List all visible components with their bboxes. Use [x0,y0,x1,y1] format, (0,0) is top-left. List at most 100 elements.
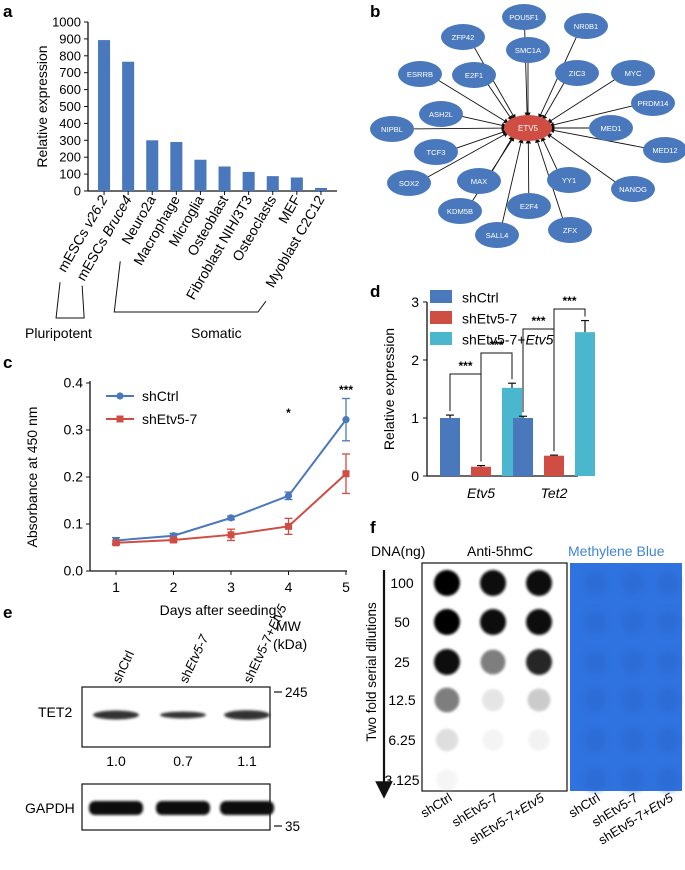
x-tick-label-tet2: Tet2 [541,485,568,501]
dot-methylene-blue [656,728,680,752]
legend-label: shEtv5-7 [142,411,197,427]
legend-swatch [430,311,452,324]
legend-marker-circle [116,392,123,399]
band-gapdh [220,801,274,815]
node-label-zic3: ZIC3 [569,69,585,78]
ratio-label: 1.0 [106,753,126,769]
dot-5hmc [436,769,457,790]
node-label-max: MAX [471,177,487,186]
stain-label-anti-5hmc: Anti-5hmC [467,543,533,559]
lane-label-italic: Etv5 [646,789,677,816]
node-label-med1: MED1 [600,124,621,133]
bar-osteoblast [219,166,231,191]
dot-5hmc [481,650,506,675]
point-shetv5-7 [113,539,120,546]
node-label-e2f4: E2F4 [520,202,538,211]
dna-amount-label: 6.25 [388,732,415,748]
y-axis-title: Relative expression [381,328,397,450]
y-tick-label: 0.2 [64,469,84,485]
significance-star: *** [339,383,353,397]
node-label-sall4: SALL4 [486,231,509,240]
series-line-0 [116,420,346,541]
dna-amount-label: 3.125 [384,772,419,788]
y-tick-label: 0.0 [64,563,84,579]
bar-etv5-series1 [471,467,491,476]
protein-label-tet2: TET2 [38,704,72,720]
dot-5hmc [480,570,506,596]
legend-label: shEtv5-7 [462,311,517,327]
sig-bracket-tet2-b-stars: *** [562,294,576,308]
lane-label-plain: shCtrl [109,648,137,685]
dot-5hmc [434,609,460,635]
x-axis-title: Days after seeding [160,602,277,618]
lane-label: shEtv5-7 [176,632,212,686]
dot-methylene-blue [583,728,607,752]
y-tick-label: 400 [59,116,81,131]
sig-bracket-etv5-a-stars: *** [458,359,472,373]
dot-5hmc [526,649,552,675]
node-label-smc1a: SMC1A [515,46,542,55]
band-tet2 [93,711,139,720]
dot-5hmc [435,688,460,713]
dot-methylene-blue [583,650,607,674]
band-gapdh [89,801,143,815]
node-label-sox2: SOX2 [399,179,419,188]
point-shctrl [285,492,292,499]
dna-label: DNA(ng) [371,543,425,559]
band-gapdh [156,801,210,815]
dot-methylene-blue [656,768,680,792]
node-label-nr0b1: NR0B1 [574,22,598,31]
dot-methylene-blue [583,768,607,792]
marker-label-245: 245 [285,685,308,700]
y-tick-label: 1 [411,410,419,426]
dot-5hmc [482,729,503,750]
legend-label-italic: Etv5 [525,332,553,348]
dot-methylene-blue [621,610,645,634]
dot-methylene-blue [583,688,607,712]
dilution-label: Two fold serial dilutions [364,602,379,742]
panel-label-d: d [370,282,380,301]
legend-swatch [430,332,452,345]
bar-tet2-series1 [544,456,564,476]
legend-label: shEtv5-7+Etv5 [462,332,554,348]
bar-macrophage [170,142,182,191]
band-tet2 [224,710,270,719]
bar-neuro2a [146,140,158,191]
ratio-label: 0.7 [173,753,193,769]
x-tick-label: 4 [285,579,293,595]
bar-fibroblast-nih-3t3 [243,172,255,191]
bar-microglia [194,160,206,191]
dna-amount-label: 50 [394,614,410,630]
point-shctrl [342,416,349,423]
y-tick-label: 0.4 [64,375,84,391]
y-tick-label: 700 [59,65,81,80]
legend-marker-square [117,416,124,423]
dot-methylene-blue [656,650,680,674]
x-tick-label: 5 [342,579,350,595]
y-tick-label: 0 [411,468,419,484]
y-axis-title: Relative expression [34,45,50,167]
edge-e2f1 [487,83,512,121]
node-label-prdm14: PRDM14 [638,99,669,108]
band-tet2 [160,712,206,719]
lane-label: shCtrl [109,648,137,685]
node-label-e2f1: E2F1 [465,71,483,80]
y-tick-label: 900 [59,31,81,46]
dot-5hmc [528,729,550,751]
point-shetv5-7 [228,531,235,538]
stain-label-methylene-blue: Methylene Blue [568,543,665,559]
legend-label-plain: shEtv5-7+ [462,332,525,348]
node-label-nipbl: NIPBL [381,125,403,134]
panel-label-f: f [370,518,376,537]
bar-mef [291,177,303,191]
panel-label-a: a [3,2,13,21]
dot-5hmc [436,729,458,751]
y-tick-label: 0.1 [64,516,84,532]
x-tick-label: 3 [227,579,235,595]
dot-methylene-blue [621,728,645,752]
dot-blot-frame [422,563,567,791]
dot-methylene-blue [621,571,645,595]
